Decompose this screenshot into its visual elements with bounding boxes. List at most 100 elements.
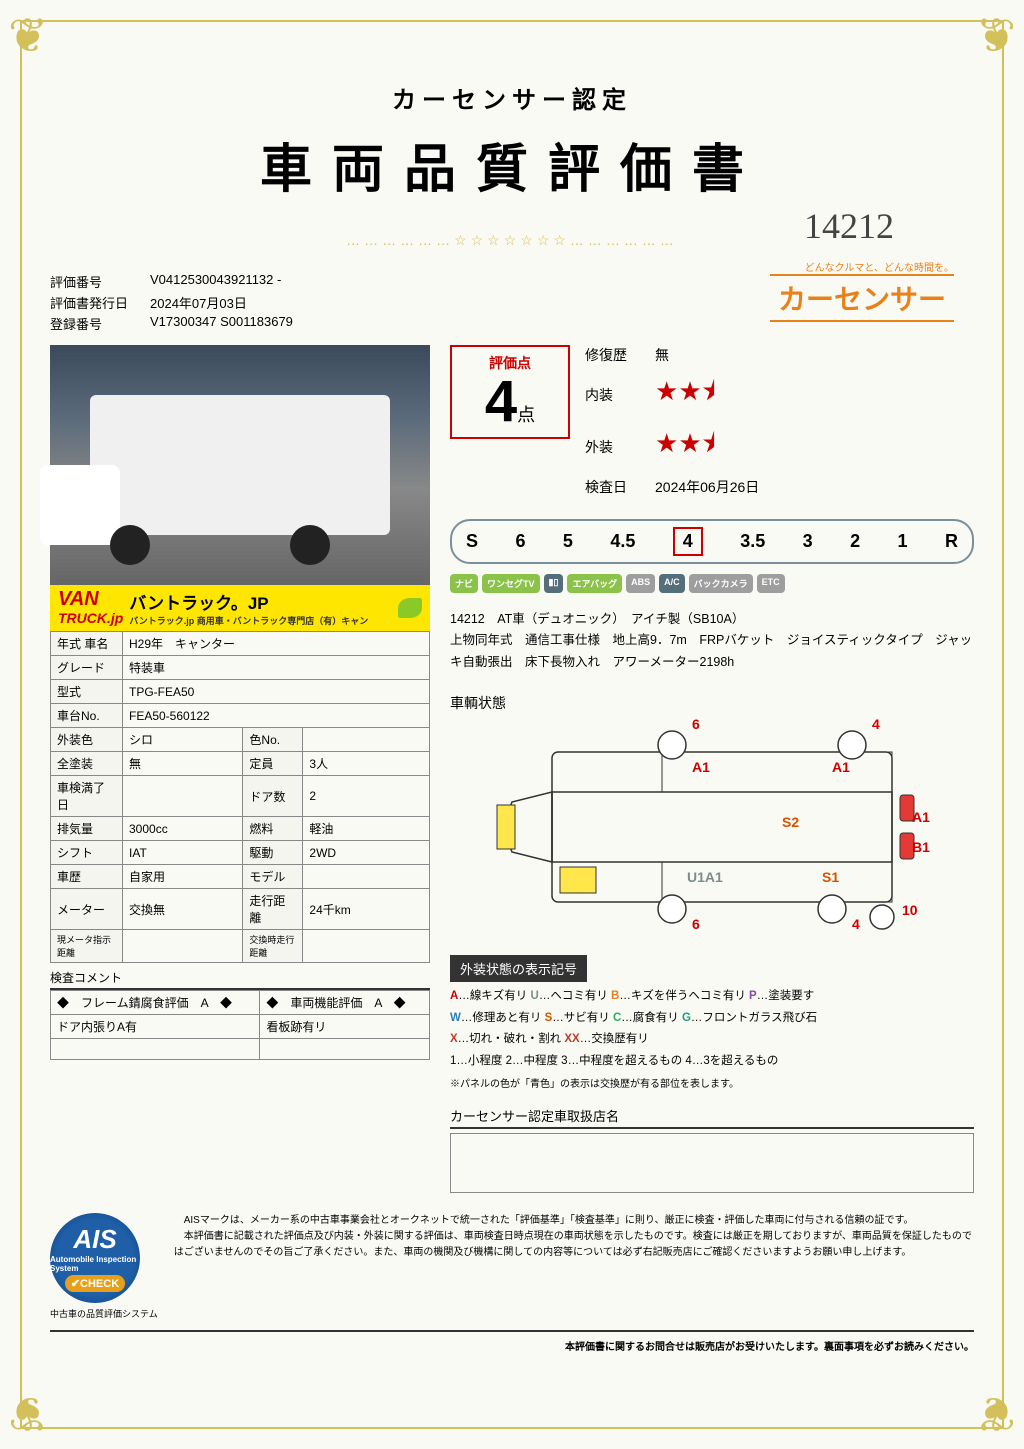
feature-badge: ▮▯	[544, 574, 564, 593]
feature-badge: エアバッグ	[567, 574, 622, 593]
svg-text:A1: A1	[832, 759, 850, 775]
dealer-text: バントラック。JP	[129, 589, 392, 614]
detail-value: 無	[655, 345, 669, 365]
meta-value: V17300347 S001183679	[150, 314, 293, 333]
svg-text:U1A1: U1A1	[687, 869, 723, 885]
comment-table: ◆ フレーム錆腐食評価 A ◆◆ 車両機能評価 A ◆ ドア内張りA有看板跡有リ	[50, 990, 430, 1060]
svg-text:S1: S1	[822, 869, 839, 885]
comment-cell: ◆ 車両機能評価 A ◆	[260, 991, 430, 1015]
spec-label: 定員	[243, 752, 303, 776]
ais-badge: AIS Automobile Inspection System ✔CHECK	[50, 1213, 140, 1303]
score-scale: S654.543.5321R	[450, 519, 974, 564]
footer: AIS Automobile Inspection System ✔CHECK …	[50, 1213, 974, 1320]
corner-ornament: ❦	[956, 1381, 1016, 1441]
spec-label: 走行距離	[243, 889, 303, 930]
feature-badge: A/C	[659, 574, 685, 593]
spec-value: 特装車	[123, 656, 430, 680]
meta-label: 評価書発行日	[50, 293, 140, 312]
spec-label: 外装色	[51, 728, 123, 752]
detail-label: 外装	[585, 437, 655, 457]
score-value: 4	[485, 369, 517, 434]
interior-stars: ★★⯨	[655, 373, 715, 417]
meta-label: 評価番号	[50, 272, 140, 291]
comment-cell: ドア内張りA有	[51, 1015, 260, 1039]
scale-item: 6	[515, 531, 525, 552]
spec-label: 排気量	[51, 817, 123, 841]
feature-badge: バックカメラ	[689, 574, 753, 593]
spec-label: 型式	[51, 680, 123, 704]
spec-label: 色No.	[243, 728, 303, 752]
spec-label: モデル	[243, 865, 303, 889]
spec-value: 3人	[303, 752, 430, 776]
scale-item: 5	[563, 531, 573, 552]
legend-body: A…線キズ有リ U…ヘコミ有リ B…キズを伴うヘコミ有リ P…塗装要す W…修理…	[450, 986, 974, 1094]
handwritten-note: 14212	[804, 205, 894, 247]
svg-text:6: 6	[692, 717, 700, 732]
spec-label: 全塗装	[51, 752, 123, 776]
doc-title: 車両品質評価書	[50, 127, 974, 202]
dealer-section-label: カーセンサー認定車取扱店名	[450, 1106, 974, 1129]
svg-text:4: 4	[852, 916, 860, 932]
spec-value: 3000cc	[123, 817, 243, 841]
comment-heading: 検査コメント	[50, 969, 430, 990]
doc-subtitle: カーセンサー認定	[50, 80, 974, 115]
footer-text: AISマークは、メーカー系の中古車事業会社とオークネットで統一された「評価基準」…	[174, 1213, 974, 1261]
exterior-stars: ★★⯨	[655, 425, 715, 469]
comment-cell	[51, 1039, 260, 1060]
score-card: 評価点 4点	[450, 345, 570, 439]
spec-label: シフト	[51, 841, 123, 865]
dealer-logo: VANTRUCK.jp	[58, 590, 123, 626]
feature-badge: ABS	[626, 574, 655, 593]
svg-text:10: 10	[902, 902, 918, 918]
spec-value	[303, 930, 430, 963]
scale-item: 4.5	[610, 531, 635, 552]
scale-item: 1	[898, 531, 908, 552]
dealer-section: カーセンサー認定車取扱店名	[450, 1106, 974, 1193]
spec-label: グレード	[51, 656, 123, 680]
spec-value: 2WD	[303, 841, 430, 865]
detail-label: 検査日	[585, 477, 655, 497]
vehicle-photo	[50, 345, 430, 585]
meta-value: 2024年07月03日	[150, 293, 247, 312]
spec-value: 交換無	[123, 889, 243, 930]
spec-label: ドア数	[243, 776, 303, 817]
spec-label: 年式 車名	[51, 632, 123, 656]
scale-item: 2	[850, 531, 860, 552]
document-header: カーセンサー認定 車両品質評価書	[50, 80, 974, 202]
comment-cell	[260, 1039, 430, 1060]
dealer-banner: VANTRUCK.jp バントラック。JP バントラック.jp 商用車・バントラ…	[50, 585, 430, 631]
spec-value: 24千km	[303, 889, 430, 930]
spec-label: 車台No.	[51, 704, 123, 728]
score-box: 評価点 4点 修復歴無 内装★★⯨ 外装★★⯨ 検査日2024年06月26日	[450, 345, 974, 505]
left-column: VANTRUCK.jp バントラック。JP バントラック.jp 商用車・バントラ…	[50, 345, 430, 1193]
spec-label: 車検満了日	[51, 776, 123, 817]
spec-label: 駆動	[243, 841, 303, 865]
svg-text:6: 6	[692, 916, 700, 932]
meta-value: V0412530043921132 -	[150, 272, 281, 291]
detail-value: 2024年06月26日	[655, 477, 759, 497]
spec-value	[123, 776, 243, 817]
leaf-icon	[398, 598, 422, 618]
spec-value	[303, 728, 430, 752]
score-details: 修復歴無 内装★★⯨ 外装★★⯨ 検査日2024年06月26日	[585, 345, 974, 505]
footer-note: 本評価書に関するお問合せは販売店がお受けいたします。裏面事項を必ずお読みください…	[50, 1330, 974, 1353]
scale-item: 4	[673, 527, 703, 556]
spec-value	[303, 865, 430, 889]
spec-value: FEA50-560122	[123, 704, 430, 728]
ais-badge-wrap: AIS Automobile Inspection System ✔CHECK …	[50, 1213, 158, 1320]
feature-badge: ワンセグTV	[482, 574, 540, 593]
diagram-heading: 車輌状態	[450, 693, 974, 713]
spec-table: 年式 車名H29年 キャンター グレード特装車 型式TPG-FEA50 車台No…	[50, 631, 430, 963]
legend-heading: 外装状態の表示記号	[450, 955, 587, 982]
svg-text:4: 4	[872, 717, 880, 732]
vehicle-diagram: 64A1A1S2A1B1U1A1S16410	[450, 717, 974, 947]
brand-name: カーセンサー	[770, 274, 954, 322]
comment-cell: ◆ フレーム錆腐食評価 A ◆	[51, 991, 260, 1015]
spec-value: IAT	[123, 841, 243, 865]
scale-item: R	[945, 531, 958, 552]
right-column: 評価点 4点 修復歴無 内装★★⯨ 外装★★⯨ 検査日2024年06月26日 S…	[450, 345, 974, 1193]
corner-ornament: ❦	[956, 8, 1016, 68]
svg-text:S2: S2	[782, 814, 799, 830]
feature-badge: ナビ	[450, 574, 478, 593]
svg-text:A1: A1	[692, 759, 710, 775]
